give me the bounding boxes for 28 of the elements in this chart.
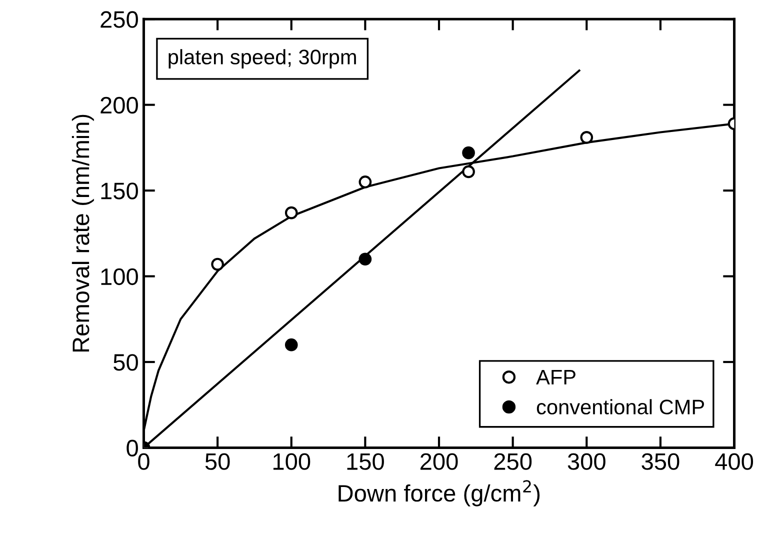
annotation: platen speed; 30rpm: [168, 49, 356, 69]
y-tick-label: 150: [101, 182, 138, 200]
point: [284, 338, 298, 352]
x-tick-label: 150: [347, 453, 384, 470]
point: [284, 206, 298, 220]
x-tick-label: 250: [494, 453, 532, 470]
point: [358, 252, 372, 266]
point: [211, 258, 224, 271]
x-tick-label: 300: [568, 453, 606, 470]
x-tick-label: 400: [715, 453, 754, 470]
x-tick-label: 0: [138, 453, 150, 470]
x-tick-label: 100: [273, 453, 310, 470]
legend-label: conventional CMP: [536, 399, 704, 414]
y-tick-label: 100: [101, 268, 138, 286]
y-tick-label: 250: [100, 11, 138, 28]
y-tick-label: 50: [114, 354, 138, 371]
point: [358, 176, 372, 188]
x-tick-label: 50: [205, 453, 230, 470]
y-tick-label: 200: [100, 96, 138, 114]
point: [462, 146, 475, 160]
x-axis-title: Down force (g/cm$^{2}$): [338, 480, 540, 506]
point: [462, 165, 475, 178]
x-tick-label: 200: [420, 453, 458, 470]
point: [580, 130, 594, 144]
y-axis-title: Removal rate (nm/min): [72, 114, 94, 352]
x-tick-label: 350: [642, 453, 680, 470]
legend-label: AFP: [536, 370, 576, 384]
y-tick-label: 0: [126, 440, 138, 457]
